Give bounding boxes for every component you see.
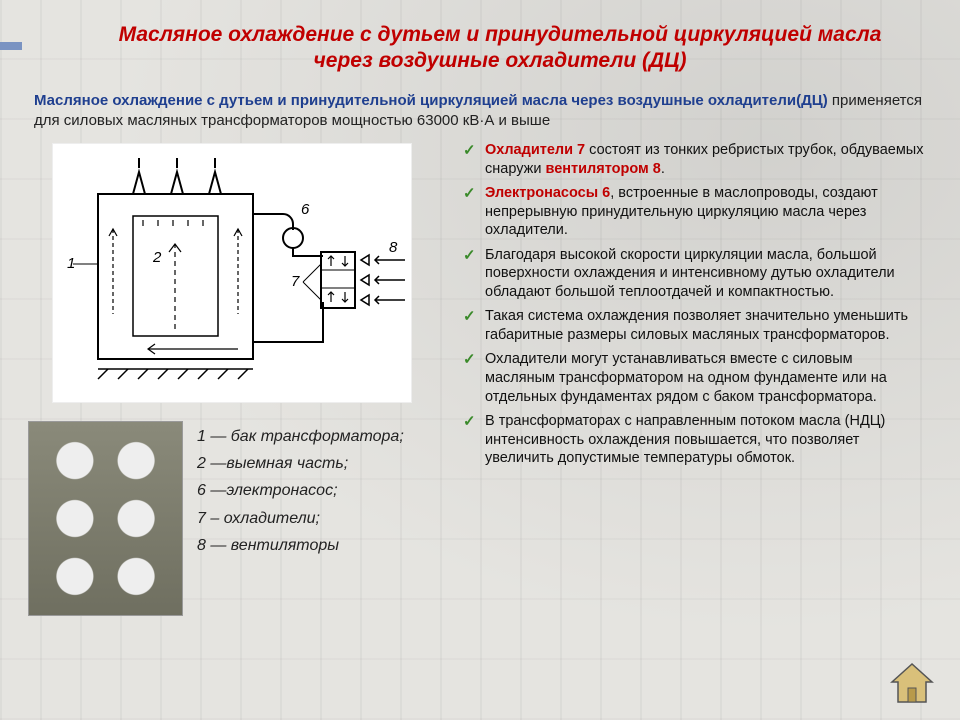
bullet-emphasis: Электронасосы 6 bbox=[485, 185, 610, 201]
home-icon bbox=[888, 662, 936, 706]
bullet-emphasis: вентилятором 8 bbox=[545, 161, 660, 177]
legend-item-2: 2 —выемная часть; bbox=[197, 450, 404, 477]
equipment-photo bbox=[28, 421, 183, 616]
bullet-item: Охладители 7 состоят из тонких ребристых… bbox=[457, 141, 924, 184]
intro-paragraph: Масляное охлаждение с дутьем и принудите… bbox=[28, 85, 932, 140]
home-button[interactable] bbox=[888, 662, 936, 706]
diagram-label-2: 2 bbox=[152, 249, 162, 266]
legend-item-8: 8 — вентиляторы bbox=[197, 532, 404, 559]
left-column: 1 2 6 7 8 1 — бак трансформатора; 2 —вые… bbox=[28, 139, 433, 616]
diagram-label-7: 7 bbox=[291, 273, 300, 290]
diagram-label-1: 1 bbox=[67, 255, 75, 272]
diagram-label-8: 8 bbox=[389, 239, 398, 256]
page-title: Масляное охлаждение с дутьем и принудите… bbox=[28, 18, 932, 85]
legend-area: 1 — бак трансформатора; 2 —выемная часть… bbox=[28, 421, 433, 616]
bullet-item: Такая система охлаждения позволяет значи… bbox=[457, 307, 924, 350]
bullet-text: Благодаря высокой скорости циркуляции ма… bbox=[485, 247, 895, 300]
legend-item-1: 1 — бак трансформатора; bbox=[197, 423, 404, 450]
bullet-item: Охладители могут устанавливаться вместе … bbox=[457, 350, 924, 412]
bullet-item: Благодаря высокой скорости циркуляции ма… bbox=[457, 246, 924, 308]
slide: Масляное охлаждение с дутьем и принудите… bbox=[0, 0, 960, 626]
bullet-item: В трансформаторах с направленным потоком… bbox=[457, 412, 924, 474]
bullet-emphasis: Охладители 7 bbox=[485, 142, 585, 158]
schematic-diagram: 1 2 6 7 8 bbox=[52, 143, 412, 403]
legend-item-7: 7 – охладители; bbox=[197, 505, 404, 532]
columns: 1 2 6 7 8 1 — бак трансформатора; 2 —вые… bbox=[28, 139, 932, 616]
bullet-text: Такая система охлаждения позволяет значи… bbox=[485, 308, 908, 343]
bullet-item: Электронасосы 6, встроенные в маслопрово… bbox=[457, 184, 924, 246]
bullet-text: В трансформаторах с направленным потоком… bbox=[485, 413, 885, 466]
legend-item-6: 6 —электронасос; bbox=[197, 477, 404, 504]
intro-lead: Масляное охлаждение с дутьем и принудите… bbox=[34, 92, 828, 109]
bullet-text: . bbox=[661, 161, 665, 177]
legend-list: 1 — бак трансформатора; 2 —выемная часть… bbox=[197, 421, 404, 616]
diagram-label-6: 6 bbox=[301, 201, 310, 218]
bullet-list: Охладители 7 состоят из тонких ребристых… bbox=[451, 139, 932, 474]
accent-stripe bbox=[0, 42, 22, 50]
right-column: Охладители 7 состоят из тонких ребристых… bbox=[451, 139, 932, 616]
bullet-text: Охладители могут устанавливаться вместе … bbox=[485, 351, 887, 404]
